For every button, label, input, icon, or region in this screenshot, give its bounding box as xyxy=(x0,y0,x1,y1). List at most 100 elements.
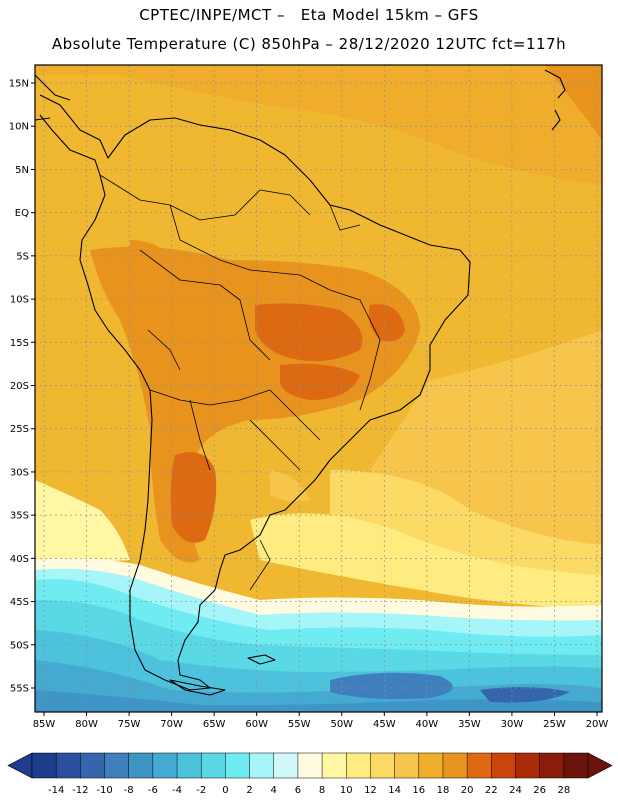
field-uruguay xyxy=(270,470,310,502)
latitude-axis: 15N 10N 5N EQ 5S 10S 15S 20S 25S 30S 35S 40S 45S 50S 5… xyxy=(9,79,35,695)
lat-tick-label: 20S xyxy=(10,381,29,392)
colorbar-label: -10 xyxy=(96,785,112,796)
colorbar-label: 12 xyxy=(364,785,377,796)
lat-tick-label: 25S xyxy=(10,424,29,435)
colorbar: -14 -12 -10 -8 -6 -4 -2 0 2 4 6 8 10 12 14 16 18 20 22 24 26… xyxy=(7,752,613,796)
central-america-coast xyxy=(35,74,71,121)
lon-tick-label: 45W xyxy=(373,719,396,730)
colorbar-swatch xyxy=(31,752,57,779)
colorbar-label: 20 xyxy=(461,785,474,796)
colorbar-label: 24 xyxy=(509,785,522,796)
colorbar-label: -8 xyxy=(124,785,134,796)
field-band-8 xyxy=(35,690,602,712)
temperature-field xyxy=(35,65,602,712)
lat-tick-label: 40S xyxy=(10,554,29,565)
colorbar-label: 4 xyxy=(271,785,277,796)
colorbar-swatch xyxy=(346,752,371,779)
chart-title-line2: Absolute Temperature (C) 850hPa – 28/12/… xyxy=(51,35,567,53)
lon-tick-label: 60W xyxy=(245,719,268,730)
field-hotspot-2 xyxy=(280,363,360,400)
colorbar-label: 14 xyxy=(388,785,401,796)
colorbar-label: -4 xyxy=(172,785,182,796)
colorbar-swatch xyxy=(249,752,275,779)
field-hotspot-1 xyxy=(255,303,363,362)
colorbar-label: 2 xyxy=(246,785,252,796)
lat-tick-label: 30S xyxy=(10,467,29,478)
lat-tick-label: EQ xyxy=(15,208,29,219)
lat-tick-label: 5S xyxy=(16,251,29,262)
map-frame xyxy=(34,64,603,713)
lat-tick-label: 5N xyxy=(15,165,29,176)
colorbar-swatch xyxy=(200,752,226,779)
colorbar-max-arrow xyxy=(587,752,613,779)
lon-tick-label: 50W xyxy=(330,719,353,730)
lon-tick-label: 80W xyxy=(75,719,98,730)
colorbar-label: -6 xyxy=(148,785,158,796)
field-cold-core xyxy=(330,672,453,700)
colorbar-swatch xyxy=(394,752,420,779)
colorbar-label: 8 xyxy=(319,785,325,796)
coastline xyxy=(35,69,566,696)
colorbar-label: -2 xyxy=(196,785,206,796)
lon-tick-label: 25W xyxy=(543,719,566,730)
lat-tick-label: 45S xyxy=(10,597,29,608)
lat-tick-label: 55S xyxy=(10,684,29,695)
lon-tick-label: 85W xyxy=(33,719,56,730)
lon-tick-label: 70W xyxy=(160,719,183,730)
south-america-outline xyxy=(39,94,471,691)
colorbar-label: 16 xyxy=(412,785,425,796)
colorbar-swatch xyxy=(297,752,323,779)
lon-tick-label: 20W xyxy=(586,719,609,730)
lon-tick-label: 75W xyxy=(118,719,141,730)
field-hotspot-argentina xyxy=(170,452,217,543)
colorbar-swatch xyxy=(370,752,396,779)
field-pacific-pale xyxy=(35,480,130,565)
field-band-7 xyxy=(35,660,602,712)
lat-tick-label: 35S xyxy=(10,511,29,522)
chart-title-line1: CPTEC/INPE/MCT – Eta Model 15km – GFS xyxy=(139,6,479,24)
field-hotspot-3 xyxy=(368,304,405,342)
caribbean-islands xyxy=(544,69,566,131)
colorbar-label: 28 xyxy=(557,785,570,796)
colorbar-swatch xyxy=(321,752,347,779)
field-band-1 xyxy=(250,513,602,610)
falklands xyxy=(247,654,276,665)
lon-tick-label: 30W xyxy=(501,719,524,730)
colorbar-label: -14 xyxy=(48,785,64,796)
colorbar-swatch xyxy=(515,752,541,779)
colorbar-label: 26 xyxy=(533,785,546,796)
colorbar-swatch xyxy=(491,752,517,779)
field-andes-warm xyxy=(130,240,170,269)
tierra-del-fuego xyxy=(169,679,226,696)
longitude-axis: 85W 80W 75W 70W 65W 60W 55W 50W 45W 40W 35W 30W 25W 2… xyxy=(33,712,609,730)
colorbar-swatch xyxy=(176,752,202,779)
colorbar-swatch xyxy=(128,752,154,779)
lat-tick-label: 10S xyxy=(10,295,29,306)
lat-tick-label: 15N xyxy=(9,79,29,90)
colorbar-label: 6 xyxy=(295,785,301,796)
field-cold-core-2 xyxy=(480,686,570,703)
colorbar-label: 22 xyxy=(485,785,498,796)
colorbar-label: -12 xyxy=(72,785,88,796)
colorbar-swatch xyxy=(80,752,106,779)
colorbar-min-arrow xyxy=(7,752,33,779)
internal-borders xyxy=(99,174,381,591)
colorbar-swatch xyxy=(418,752,444,779)
field-subtropical-yellow xyxy=(330,470,602,600)
lon-tick-label: 35W xyxy=(458,719,481,730)
colorbar-swatch xyxy=(539,752,565,779)
lat-tick-label: 10N xyxy=(9,122,29,133)
colorbar-swatch xyxy=(55,752,81,779)
lat-tick-label: 50S xyxy=(10,640,29,651)
field-north-warm xyxy=(35,65,602,185)
colorbar-swatch xyxy=(466,752,492,779)
colorbar-label: 18 xyxy=(437,785,450,796)
colorbar-swatch xyxy=(563,752,589,779)
colorbar-swatch xyxy=(104,752,130,779)
lat-tick-label: 15S xyxy=(10,338,29,349)
colorbar-swatch xyxy=(225,752,251,779)
colorbar-swatch xyxy=(152,752,178,779)
lon-tick-label: 65W xyxy=(203,719,226,730)
colorbar-label: 0 xyxy=(222,785,228,796)
